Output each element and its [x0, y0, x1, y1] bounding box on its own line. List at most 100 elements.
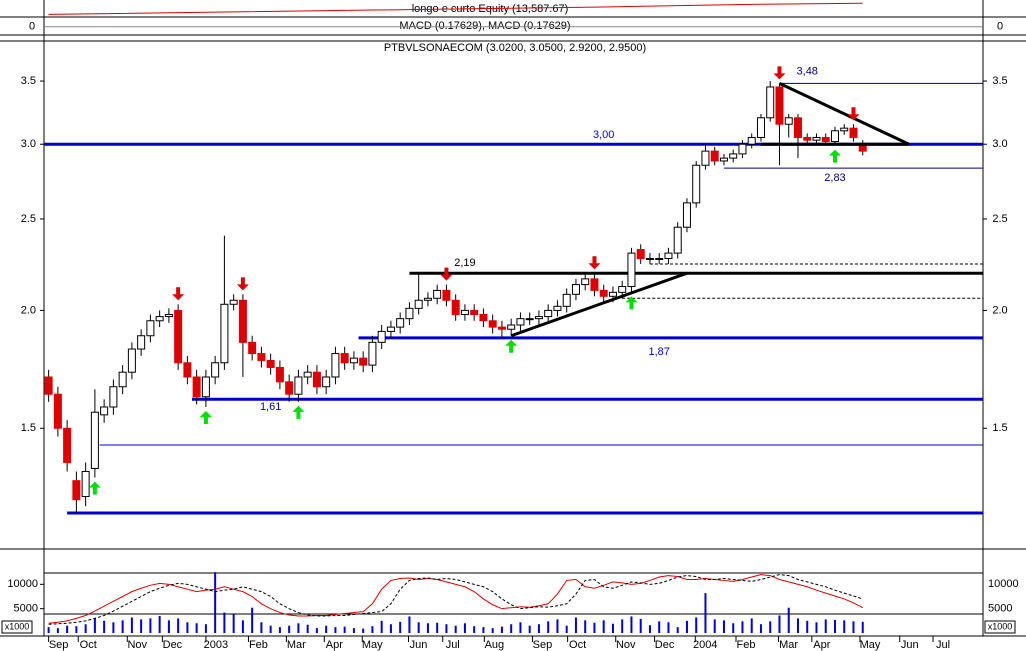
x-tick-label: Nov — [616, 639, 636, 651]
candle-body — [127, 348, 136, 373]
candle-body — [793, 117, 802, 138]
candle-body — [229, 299, 238, 305]
x-tick-label: May — [362, 639, 383, 651]
candle-body — [516, 318, 525, 326]
candle-body — [729, 153, 738, 159]
candle-body — [747, 136, 756, 145]
x-tick-label: Mar — [779, 639, 798, 651]
candle-body — [146, 320, 155, 337]
candle-body — [544, 309, 553, 318]
buy-arrow — [199, 410, 212, 424]
level-label: 1,61 — [260, 401, 281, 413]
x-tick-label: Jun — [901, 639, 919, 651]
candle-body — [211, 362, 220, 378]
x-tick-label: Feb — [737, 639, 756, 651]
candle-body — [183, 362, 192, 378]
x-tick-label: Dec — [655, 639, 675, 651]
candle-body — [414, 299, 423, 309]
chart-title: PTBVLSONAECOM (3.0200, 3.0500, 2.9200, 2… — [384, 42, 646, 54]
candle-body — [81, 470, 90, 497]
unit-box — [1, 620, 33, 634]
candle-body — [368, 341, 377, 366]
y-tick-label: 2.5 — [992, 213, 1007, 225]
x-tick-label: Feb — [249, 639, 268, 651]
indicator-tick-label: 0 — [29, 21, 35, 33]
trendline — [778, 82, 910, 146]
candle-body — [525, 318, 534, 321]
y-tick-label: 1.5 — [21, 422, 36, 434]
candle-body — [331, 353, 340, 378]
y-tick-label: 2.5 — [21, 213, 36, 225]
volume-unit: x1000 — [5, 621, 30, 631]
candle-body — [266, 359, 275, 368]
candle-body — [396, 318, 405, 328]
candle-body — [682, 202, 691, 228]
candle-body — [775, 86, 784, 125]
buy-arrow — [292, 405, 305, 419]
y-tick-label: 3.5 — [21, 75, 36, 87]
candle-body — [645, 257, 654, 260]
candle-body — [673, 226, 682, 254]
candle-body — [174, 309, 183, 364]
candle-body — [460, 309, 469, 316]
x-tick-label: Apr — [326, 639, 343, 651]
candle-body — [636, 249, 645, 259]
candle-body — [507, 324, 516, 330]
candle-body — [470, 309, 479, 316]
candle-body — [53, 393, 62, 429]
candle-body — [303, 371, 312, 378]
volume-tick-label: 5000 — [14, 603, 38, 615]
candle-body — [137, 335, 146, 350]
candle-body — [90, 411, 99, 469]
candle-body — [405, 307, 414, 320]
frame — [0, 0, 1026, 637]
x-tick-label: Apr — [813, 639, 830, 651]
candle-body — [192, 376, 201, 398]
candle-body — [840, 127, 849, 132]
candle-body — [821, 136, 830, 143]
candle-body — [488, 320, 497, 328]
buy-arrow — [625, 296, 638, 310]
candle-body — [562, 293, 571, 307]
x-tick-label: May — [860, 639, 881, 651]
x-tick-label: Sep — [49, 639, 69, 651]
candle-body — [479, 314, 488, 322]
candle-body — [109, 386, 118, 408]
x-tick-label: Jul — [936, 639, 950, 651]
buy-arrow — [505, 339, 518, 353]
sell-arrow — [588, 256, 601, 270]
candle-body — [701, 150, 710, 166]
candle-body — [220, 303, 229, 364]
candle-body — [655, 257, 664, 260]
x-tick-label: Dec — [163, 639, 183, 651]
volume-tick-label: 5000 — [988, 603, 1012, 615]
sell-arrow — [847, 107, 860, 121]
level-label: 2,19 — [454, 257, 475, 269]
unit-box — [984, 620, 1016, 634]
x-tick-label: Nov — [127, 639, 147, 651]
y-tick-label: 3.0 — [21, 138, 36, 150]
level-label: 1,87 — [648, 346, 669, 358]
volume-unit: x1000 — [988, 621, 1013, 631]
candle-body — [803, 136, 812, 141]
candle-body — [442, 289, 451, 301]
volume-tick-label: 10000 — [7, 578, 38, 590]
level-label: 2,83 — [824, 172, 845, 184]
candle-body — [118, 371, 127, 388]
volume-tick-label: 10000 — [988, 578, 1019, 590]
x-tick-label: Sep — [533, 639, 553, 651]
candle-body — [618, 286, 627, 293]
x-tick-label: 2003 — [204, 639, 228, 651]
y-tick-label: 3.0 — [992, 138, 1007, 150]
candle-body — [830, 130, 839, 143]
candle-body — [627, 252, 636, 288]
candle-body — [608, 291, 617, 297]
buy-arrow — [828, 149, 841, 163]
y-tick-label: 3.5 — [992, 75, 1007, 87]
candle-body — [44, 376, 53, 395]
candle-body — [155, 316, 164, 322]
x-tick-label: Oct — [569, 639, 586, 651]
x-tick-label: 2004 — [693, 639, 717, 651]
candle-body — [766, 86, 775, 119]
